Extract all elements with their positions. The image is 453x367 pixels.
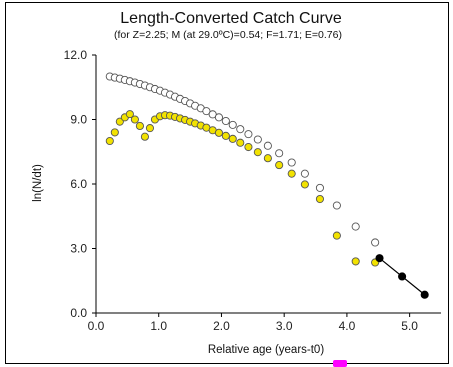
chart-frame: Length-Converted Catch Curve (for Z=2.25… xyxy=(5,2,449,364)
open-point xyxy=(300,169,309,178)
open-point xyxy=(244,130,253,139)
yellow-point xyxy=(115,117,124,126)
y-axis-label: ln(N/dt) xyxy=(32,164,44,202)
y-axis-ticks: 0.0 3.0 6.0 9.0 12.0 xyxy=(64,48,96,320)
catch-curve-chart: Length-Converted Catch Curve (for Z=2.25… xyxy=(32,10,441,356)
open-points xyxy=(105,72,380,247)
x-tick-label: 0.0 xyxy=(88,319,105,333)
x-tick-label: 5.0 xyxy=(401,319,418,333)
open-point xyxy=(253,135,262,144)
yellow-point xyxy=(130,115,139,124)
y-tick-label: 0.0 xyxy=(70,306,87,320)
yellow-point xyxy=(135,121,144,130)
open-point xyxy=(371,238,380,247)
yellow-point xyxy=(287,169,296,178)
x-tick-label: 2.0 xyxy=(213,319,230,333)
yellow-point xyxy=(332,231,341,240)
filled-point xyxy=(375,254,384,263)
yellow-point xyxy=(263,154,272,163)
yellow-point xyxy=(125,110,134,119)
yellow-point xyxy=(145,124,154,133)
x-axis-ticks: 0.0 1.0 2.0 3.0 4.0 5.0 xyxy=(88,313,418,333)
yellow-point xyxy=(275,161,284,170)
yellow-points xyxy=(105,110,380,267)
open-point xyxy=(214,113,223,122)
yellow-point xyxy=(228,134,237,143)
filled-points xyxy=(375,254,429,299)
yellow-point xyxy=(140,132,149,141)
open-point xyxy=(332,201,341,210)
y-tick-label: 12.0 xyxy=(64,48,88,62)
x-tick-label: 3.0 xyxy=(276,319,293,333)
chart-title: Length-Converted Catch Curve xyxy=(120,10,342,27)
filled-point xyxy=(420,290,429,299)
yellow-point xyxy=(300,180,309,189)
x-axis-label: Relative age (years-t0) xyxy=(208,344,324,356)
open-point xyxy=(228,120,237,129)
open-point xyxy=(236,125,245,134)
open-point xyxy=(351,222,360,231)
y-tick-label: 6.0 xyxy=(70,177,87,191)
y-tick-label: 9.0 xyxy=(70,113,87,127)
open-point xyxy=(202,107,211,116)
open-point xyxy=(287,158,296,167)
yellow-point xyxy=(110,128,119,137)
open-point xyxy=(221,116,230,126)
yellow-point xyxy=(244,142,253,152)
yellow-point xyxy=(253,148,262,157)
y-tick-label: 3.0 xyxy=(70,242,87,256)
open-point xyxy=(315,183,324,192)
yellow-point xyxy=(315,194,324,204)
yellow-point xyxy=(351,257,360,266)
yellow-point xyxy=(105,136,114,146)
yellow-point xyxy=(214,128,223,137)
magenta-marker xyxy=(333,360,347,367)
x-tick-label: 4.0 xyxy=(339,319,356,333)
x-tick-label: 1.0 xyxy=(150,319,167,333)
chart-subtitle: (for Z=2.25; M (at 29.0ºC)=0.54; F=1.71;… xyxy=(114,29,342,41)
open-point xyxy=(275,149,284,158)
filled-point xyxy=(398,272,407,281)
yellow-point xyxy=(236,138,245,147)
yellow-point xyxy=(221,131,230,140)
open-point xyxy=(263,141,272,150)
